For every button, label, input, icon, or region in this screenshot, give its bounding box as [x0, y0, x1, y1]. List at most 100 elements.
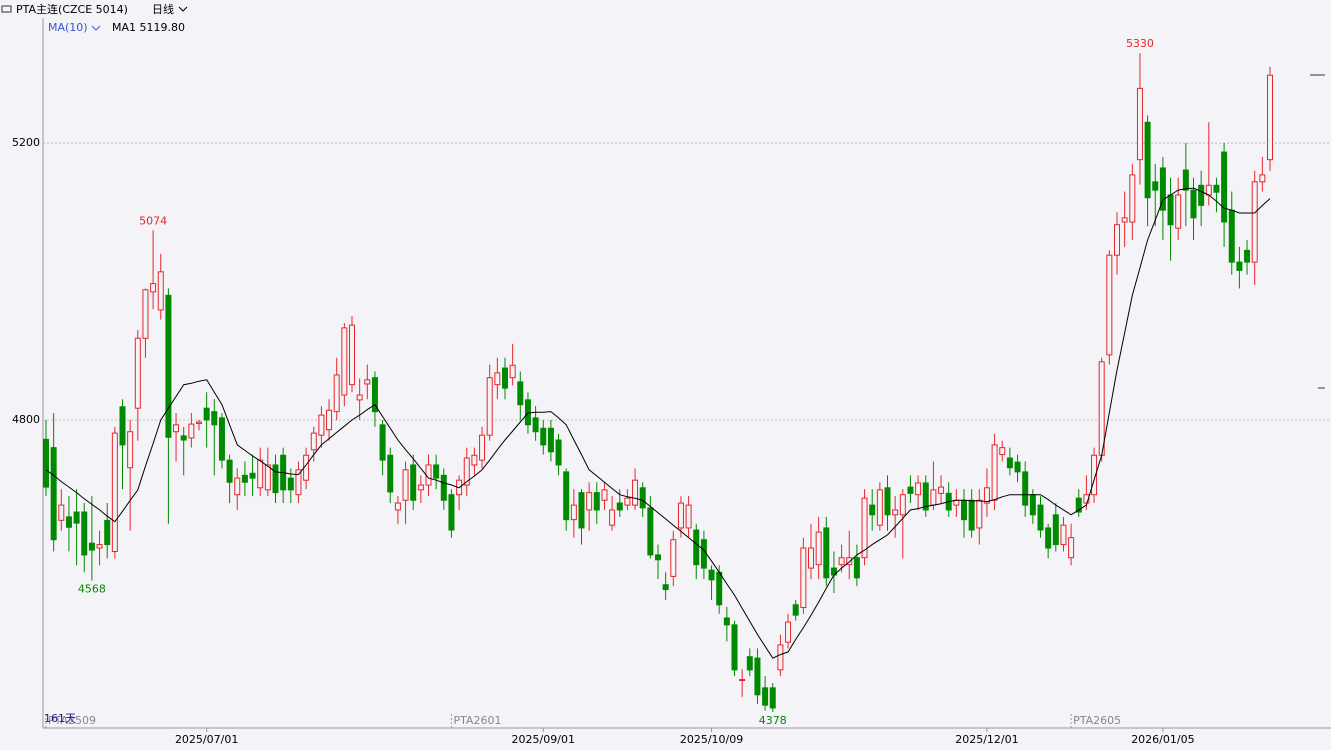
chevron — [178, 6, 188, 12]
candle-body — [440, 474, 447, 501]
candle-body — [264, 464, 271, 491]
candle-body — [754, 657, 761, 696]
candle-body — [838, 557, 845, 566]
candle-body — [693, 529, 700, 566]
candle-body — [1159, 167, 1166, 211]
candle-body — [1175, 194, 1182, 229]
candle-body — [800, 547, 807, 609]
candle-body — [846, 557, 853, 566]
candle-body — [1083, 494, 1090, 504]
candle-body — [479, 434, 486, 461]
candle-body — [1213, 184, 1220, 193]
candle-body — [287, 477, 294, 491]
candle-body — [433, 464, 440, 479]
high-label: 5074 — [139, 214, 167, 227]
candle-body — [58, 504, 65, 521]
candle-body — [624, 497, 631, 506]
candle-body — [563, 471, 570, 521]
candle-body — [111, 432, 118, 552]
candle-body — [1236, 261, 1243, 271]
candle-body — [394, 502, 401, 511]
candle-body — [134, 337, 141, 409]
candle-body — [203, 407, 210, 421]
candle-body — [88, 542, 95, 551]
period-selector[interactable]: 日线 — [152, 2, 174, 16]
candle-body — [1244, 249, 1251, 263]
candle-body — [1121, 217, 1128, 223]
candle-body — [188, 423, 195, 439]
x-tick-label: 2025/09/01 — [512, 733, 575, 746]
candle-body — [899, 494, 906, 516]
candle-body — [295, 469, 302, 496]
candle-body — [249, 472, 256, 479]
ma-line — [45, 187, 1271, 659]
candle-body — [739, 679, 746, 682]
candle-body — [1259, 174, 1266, 183]
candle-body — [509, 364, 516, 379]
candle-body — [670, 539, 677, 577]
candle-body — [43, 438, 49, 488]
candle-body — [387, 454, 394, 493]
candle-body — [1144, 121, 1151, 199]
candle-body — [486, 377, 493, 436]
candle-body — [1006, 457, 1013, 469]
candle-body — [1228, 209, 1235, 263]
candle-body — [593, 492, 600, 511]
candle-body — [578, 492, 585, 529]
candle-body — [792, 604, 799, 616]
candle-body — [1037, 504, 1044, 531]
candle-body — [463, 457, 470, 486]
candle-body — [639, 487, 646, 509]
candle-body — [999, 447, 1006, 456]
candle-body — [991, 444, 998, 501]
candle-body — [586, 492, 593, 511]
menu-icon[interactable] — [1, 5, 12, 13]
candle-body — [777, 644, 784, 671]
candle-body — [968, 499, 975, 531]
candle-body — [272, 464, 279, 494]
candle-body — [104, 519, 111, 546]
candle-body — [1152, 181, 1159, 191]
candle-body — [356, 394, 363, 401]
candle-body — [861, 497, 868, 559]
candle-body — [65, 516, 72, 528]
candle-body — [823, 527, 830, 579]
candle-body — [731, 624, 738, 671]
candle-body — [1014, 461, 1021, 473]
indicator-name[interactable]: MA(10) — [48, 21, 88, 34]
candle-body — [922, 482, 929, 511]
candle-body — [142, 289, 149, 339]
candle-body — [417, 484, 424, 491]
candle-body — [1068, 537, 1075, 559]
candle-body — [196, 421, 202, 424]
candle-body — [677, 502, 684, 529]
candle-body — [892, 509, 899, 516]
low-label: 4378 — [759, 714, 787, 727]
candle-body — [180, 435, 187, 441]
candle-body — [1052, 514, 1059, 546]
candle-body — [1267, 74, 1273, 161]
candle-body — [402, 469, 409, 501]
candle-body — [425, 464, 432, 486]
candle-body — [1045, 527, 1052, 549]
candle-body — [808, 547, 814, 569]
candle-body — [746, 656, 753, 671]
y-tick-label: 5200 — [12, 136, 40, 149]
candle-body — [1075, 497, 1082, 513]
candle-body — [218, 417, 225, 461]
candle-body — [241, 474, 248, 483]
candle-body — [601, 489, 608, 501]
symbol-title[interactable]: PTA主连(CZCE 5014) — [16, 3, 128, 16]
x-tick-label: 2025/12/01 — [955, 733, 1018, 746]
candle-body — [915, 482, 922, 496]
candle-body — [1251, 181, 1258, 263]
candle-body — [1022, 471, 1029, 506]
candle-body — [1129, 174, 1136, 223]
candle-body — [502, 367, 508, 389]
x-tick-label: 2025/10/09 — [680, 733, 743, 746]
days-label: 161天 — [44, 712, 76, 725]
candle-body — [1205, 184, 1212, 196]
